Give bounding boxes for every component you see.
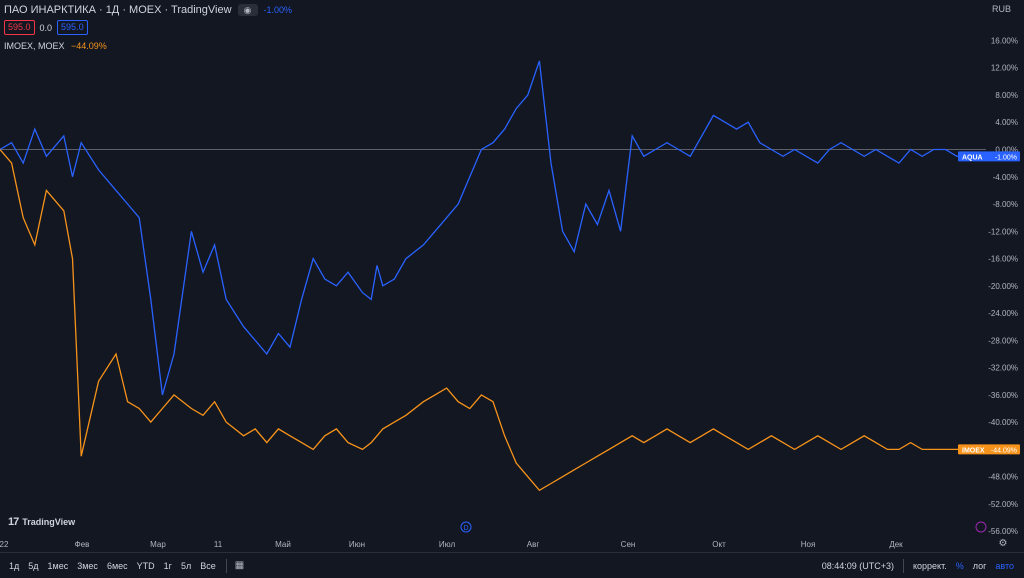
x-tick-label: Июн xyxy=(349,540,365,549)
tv-logo-icon: 17 xyxy=(8,516,19,528)
x-tick-label: Окт xyxy=(712,540,726,549)
dividend-marker-label: D xyxy=(463,525,468,532)
y-tick-label: 4.00% xyxy=(995,118,1018,127)
range-1d[interactable]: 1д xyxy=(9,560,20,571)
currency-label[interactable]: RUB xyxy=(992,4,1012,14)
x-tick-label: Сен xyxy=(621,540,636,549)
y-tick-label: -12.00% xyxy=(988,227,1018,236)
compare-symbol[interactable]: IMOEX, MOEX xyxy=(4,41,65,51)
calendar-icon[interactable]: ▦ xyxy=(234,560,245,571)
x-tick-label: 11 xyxy=(214,540,223,549)
percent-button[interactable]: % xyxy=(955,561,964,571)
series-last-value: -44.09% xyxy=(991,447,1017,454)
main-change: -1.00% xyxy=(263,5,293,15)
x-tick-label: Фев xyxy=(75,540,90,549)
range-3m[interactable]: 3мес xyxy=(77,560,98,571)
x-tick-label: 22 xyxy=(0,540,9,549)
series-label-bg xyxy=(958,151,1020,162)
range-6m[interactable]: 6мес xyxy=(106,560,128,571)
x-tick-label: Мар xyxy=(150,540,166,549)
y-tick-label: -40.00% xyxy=(988,418,1018,427)
y-tick-label: -24.00% xyxy=(988,309,1018,318)
logo-text: TradingView xyxy=(22,517,76,527)
series-last-name: AQUA xyxy=(962,154,983,161)
auto-button[interactable]: авто xyxy=(995,561,1014,571)
eye-icon[interactable]: ◉ xyxy=(237,4,258,16)
x-tick-label: Июл xyxy=(439,540,456,549)
y-tick-label: 16.00% xyxy=(991,36,1018,45)
bottom-toolbar: 1д 5д 1мес 3мес 6мес YTD 1г 5л Все ▦ 08:… xyxy=(0,552,1024,578)
range-5y[interactable]: 5л xyxy=(180,560,192,571)
y-tick-label: -52.00% xyxy=(988,500,1018,509)
range-all[interactable]: Все xyxy=(200,560,216,571)
y-tick-label: 8.00% xyxy=(995,91,1018,100)
tradingview-logo[interactable]: 17 TradingView xyxy=(8,516,75,528)
y-tick-label: -28.00% xyxy=(988,336,1018,345)
y-tick-label: 0.00% xyxy=(995,146,1018,155)
range-ytd[interactable]: YTD xyxy=(136,560,155,571)
ask-price[interactable]: 595.0 xyxy=(57,20,88,35)
series-label-bg xyxy=(958,444,1020,455)
price-chart[interactable]: 16.00% 12.00% 8.00% 4.00% 0.00% -4.00% -8.00% -… xyxy=(0,0,1024,552)
clock[interactable]: 08:44:09 (UTC+3) xyxy=(821,561,894,571)
y-tick-label: -20.00% xyxy=(988,282,1018,291)
y-tick-label: -48.00% xyxy=(988,473,1018,482)
spread-value: 0.0 xyxy=(39,22,53,33)
dividend-marker[interactable] xyxy=(460,521,472,533)
series-line-aqua[interactable] xyxy=(0,60,981,396)
y-tick-label: -4.00% xyxy=(993,173,1018,182)
alert-icon[interactable] xyxy=(975,521,987,533)
y-tick-label: 12.00% xyxy=(991,64,1018,73)
x-tick-label: Ноя xyxy=(801,540,816,549)
chart-header: ПАО ИНАРКТИКА · 1Д · MOEX · TradingView … xyxy=(4,4,292,51)
series-last-value: -1.00% xyxy=(995,154,1017,161)
y-tick-label: -56.00% xyxy=(988,527,1018,536)
range-5d[interactable]: 5д xyxy=(28,560,39,571)
series-line-imoex[interactable] xyxy=(0,149,981,492)
y-tick-label: -16.00% xyxy=(988,255,1018,264)
y-tick-label: -36.00% xyxy=(988,391,1018,400)
x-tick-label: Дек xyxy=(889,540,903,549)
log-button[interactable]: лог xyxy=(972,561,987,571)
compare-change: −44.09% xyxy=(71,41,107,51)
symbol-title[interactable]: ПАО ИНАРКТИКА · 1Д · MOEX · TradingView xyxy=(4,4,232,16)
y-tick-label: -8.00% xyxy=(993,200,1018,209)
gear-icon[interactable]: ⚙ xyxy=(999,538,1008,549)
toolbar-separator xyxy=(225,558,227,573)
adjust-button[interactable]: коррект. xyxy=(912,561,947,571)
x-tick-label: Май xyxy=(275,540,291,549)
range-1y[interactable]: 1г xyxy=(163,560,172,571)
x-tick-label: Авг xyxy=(527,540,540,549)
range-1m[interactable]: 1мес xyxy=(47,560,69,571)
y-tick-label: -32.00% xyxy=(988,364,1018,373)
toolbar-separator xyxy=(902,559,904,573)
bid-price[interactable]: 595.0 xyxy=(4,20,35,35)
series-last-name: IMOEX xyxy=(962,447,985,454)
